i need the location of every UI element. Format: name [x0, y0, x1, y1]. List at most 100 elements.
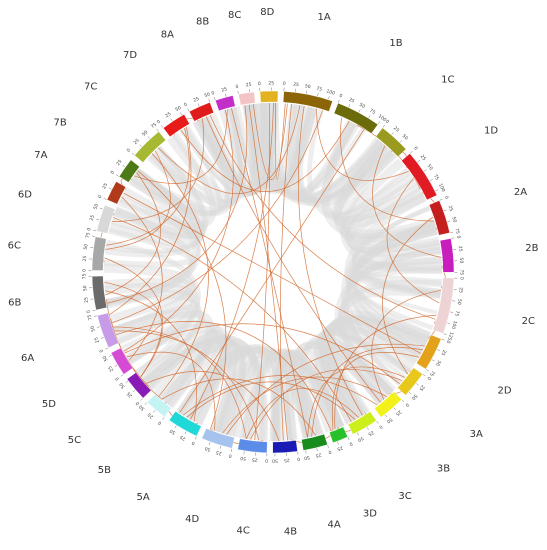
tick-label: 0: [297, 456, 301, 462]
synteny-link-1A-1D: [316, 108, 409, 181]
tick-label: 25: [394, 409, 402, 417]
background-ribbon: [103, 263, 196, 337]
chromosome-arc-8D: [259, 90, 279, 103]
tick-mark: [156, 128, 159, 132]
tick-label: 0: [412, 146, 418, 152]
tick-label: 25: [179, 434, 187, 442]
background-ribbon: [319, 324, 420, 425]
tick-mark: [92, 235, 96, 237]
background-ribbon: [346, 220, 436, 365]
background-ribbon: [307, 345, 357, 428]
chromosome-label-5B: 5B: [98, 465, 111, 476]
tick-mark: [338, 99, 340, 103]
tick-mark: [208, 442, 211, 446]
tick-label: 50: [303, 454, 310, 461]
synteny-link-8C-1A: [252, 103, 288, 180]
background-ribbon: [104, 153, 206, 258]
tick-mark: [174, 425, 177, 429]
tick-label: 50: [141, 129, 149, 137]
tick-mark: [417, 160, 420, 163]
background-ribbon: [326, 315, 428, 416]
chromosome-label-4D: 4D: [185, 514, 199, 525]
background-ribbon: [106, 239, 201, 375]
tick-mark: [93, 230, 97, 232]
tick-label: 50: [138, 403, 146, 411]
background-ribbon: [298, 331, 411, 438]
background-ribbon: [320, 121, 418, 220]
synteny-link-3B-4D: [222, 376, 388, 434]
tick-mark: [225, 93, 227, 97]
synteny-link-5A-6B: [104, 290, 197, 422]
tick-label: 50: [434, 359, 442, 367]
tick-mark: [153, 410, 156, 413]
background-ribbon: [345, 230, 438, 375]
tick-label: 25: [457, 287, 464, 293]
synteny-link-5A-3B: [182, 375, 378, 416]
tick-mark: [108, 187, 112, 190]
tick-label: 75: [150, 122, 158, 130]
background-ribbon: [320, 328, 412, 423]
tick-label: 25: [221, 86, 228, 93]
tick-mark: [450, 231, 454, 233]
background-ribbon: [113, 168, 205, 240]
tick-label: 50: [92, 203, 100, 211]
tick-mark: [443, 209, 447, 212]
tick-mark: [187, 108, 190, 112]
background-ribbon: [288, 104, 398, 208]
tick-label: 100: [437, 183, 446, 193]
tick-mark: [161, 125, 164, 128]
chromosome-arc-6A: [97, 312, 119, 348]
chromosome-arc-1A: [282, 91, 333, 112]
chromosome-label-2C: 2C: [522, 316, 535, 327]
chromosome-label-3C: 3C: [398, 491, 411, 502]
chromosome-label-1B: 1B: [389, 38, 402, 49]
tick-mark: [103, 198, 107, 200]
chromosome-label-6A: 6A: [21, 353, 34, 364]
tick-label: 25: [419, 154, 427, 162]
background-ribbon: [324, 314, 430, 421]
tick-mark: [431, 359, 435, 362]
background-ribbon: [106, 295, 203, 383]
background-ribbon: [332, 142, 422, 225]
background-ribbon: [298, 106, 388, 203]
synteny-link-7B-8B: [133, 109, 228, 184]
tick-label: 50: [458, 257, 464, 263]
background-ribbon: [257, 103, 318, 194]
tick-label: 50: [401, 133, 409, 141]
tick-label: 25: [93, 336, 101, 344]
tick-mark: [131, 152, 135, 156]
tick-label: 50: [83, 243, 90, 250]
tick-label: 25: [447, 205, 455, 213]
synteny-link-6C-7C: [105, 150, 171, 250]
chromosome-label-2D: 2D: [497, 385, 511, 396]
chromosome-arc-6C: [91, 236, 107, 271]
chromosome-label-8C: 8C: [228, 10, 241, 21]
tick-mark: [437, 349, 440, 351]
tick-mark: [410, 151, 413, 154]
tick-mark: [97, 326, 100, 328]
tick-mark: [423, 169, 427, 172]
background-ribbon: [231, 103, 272, 191]
background-ribbon: [177, 343, 324, 436]
synteny-link-6B-5C: [104, 281, 163, 378]
background-ribbon: [287, 341, 384, 441]
ribbon-layer: [103, 102, 443, 442]
chromosome-label-8B: 8B: [196, 17, 209, 28]
synteny-link-2C-3B: [371, 289, 442, 400]
background-ribbon: [271, 350, 345, 442]
tick-label: 25: [418, 384, 426, 392]
background-ribbon: [113, 304, 200, 365]
background-ribbon: [135, 126, 222, 215]
tick-mark: [447, 220, 451, 222]
tick-label: 25: [252, 456, 258, 463]
background-ribbon: [337, 285, 442, 395]
chromosome-arc-5A: [168, 410, 202, 437]
tick-label: 0: [327, 448, 332, 455]
tick-label: 0: [157, 420, 163, 427]
tick-label: 25: [164, 111, 172, 119]
synteny-link-8D-5A: [190, 102, 274, 420]
tick-mark: [368, 115, 371, 118]
background-ribbon: [147, 334, 239, 433]
chromosome-arc-8B: [215, 95, 236, 112]
synteny-link-1C-2B: [372, 145, 442, 258]
